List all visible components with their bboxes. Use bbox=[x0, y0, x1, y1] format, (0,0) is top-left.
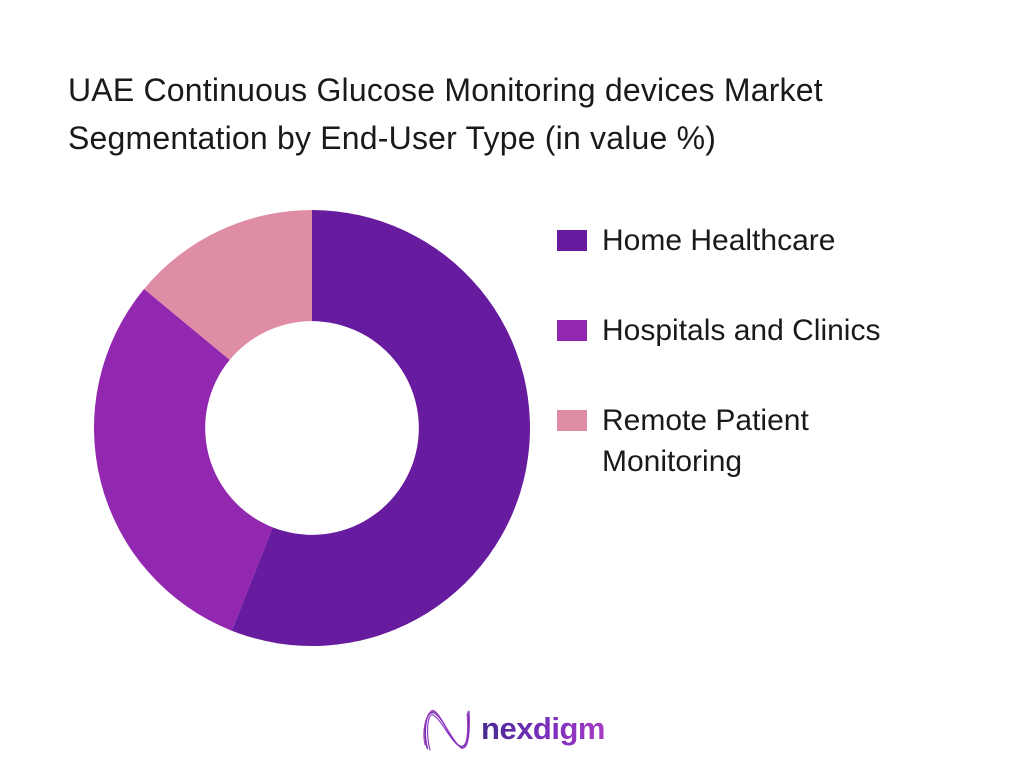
legend-swatch-hospitals-and-clinics bbox=[557, 320, 587, 341]
donut-segment-remote-patient-monitoring bbox=[144, 210, 312, 360]
chart-legend: Home Healthcare Hospitals and Clinics Re… bbox=[557, 220, 932, 531]
donut-segment-hospitals-and-clinics bbox=[94, 289, 273, 631]
nexdigm-wave-n-icon bbox=[423, 709, 470, 751]
legend-label: Hospitals and Clinics bbox=[602, 314, 881, 347]
legend-swatch-remote-patient-monitoring bbox=[557, 410, 587, 431]
donut-segment-home-healthcare bbox=[231, 210, 530, 646]
chart-title-line-2: Segmentation by End-User Type (in value … bbox=[68, 120, 717, 156]
chart-title-line-1: UAE Continuous Glucose Monitoring device… bbox=[68, 72, 823, 108]
legend-label: Remote Patient Monitoring bbox=[602, 404, 809, 478]
brand-footer: nexdigm bbox=[0, 706, 1024, 752]
chart-title: UAE Continuous Glucose Monitoring device… bbox=[68, 66, 823, 162]
legend-label: Home Healthcare bbox=[602, 224, 836, 257]
legend-item-remote-patient-monitoring: Remote Patient Monitoring bbox=[557, 400, 932, 482]
brand-wordmark: nexdigm bbox=[481, 706, 605, 752]
donut-chart bbox=[94, 210, 530, 646]
legend-item-home-healthcare: Home Healthcare bbox=[557, 220, 932, 261]
legend-swatch-home-healthcare bbox=[557, 230, 587, 251]
legend-item-hospitals-and-clinics: Hospitals and Clinics bbox=[557, 310, 932, 351]
donut-chart-container bbox=[94, 210, 530, 646]
